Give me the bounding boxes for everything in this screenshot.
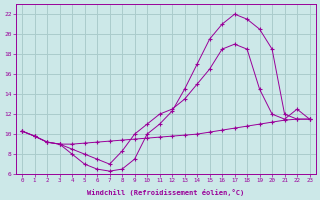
X-axis label: Windchill (Refroidissement éolien,°C): Windchill (Refroidissement éolien,°C) xyxy=(87,189,244,196)
